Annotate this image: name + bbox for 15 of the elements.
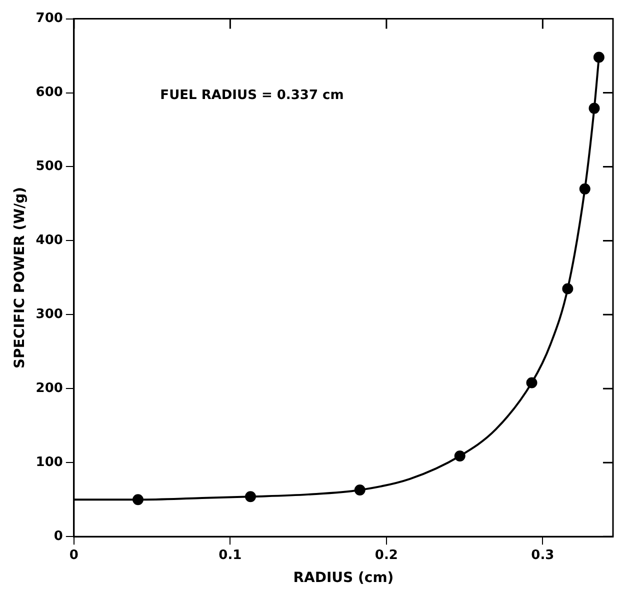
y-axis-title: SPECIFIC POWER (W/g) [12, 186, 28, 368]
x-tick-label: 0.2 [374, 548, 398, 563]
x-tick-label: 0 [69, 548, 78, 563]
y-tick-label: 500 [36, 159, 63, 174]
x-tick-label: 0.1 [218, 548, 242, 563]
y-tick-label: 100 [36, 455, 63, 470]
y-tick-label: 400 [36, 233, 63, 248]
x-axis-title: RADIUS (cm) [293, 570, 394, 586]
y-tick-label: 600 [36, 85, 63, 100]
y-tick-label: 700 [36, 11, 63, 26]
x-tick-label: 0.3 [531, 548, 554, 563]
annotation: FUEL RADIUS = 0.337 cm [160, 88, 344, 104]
y-tick-label: 0 [54, 528, 63, 544]
y-tick-label: 300 [36, 307, 63, 322]
y-tick-label: 200 [36, 381, 63, 396]
